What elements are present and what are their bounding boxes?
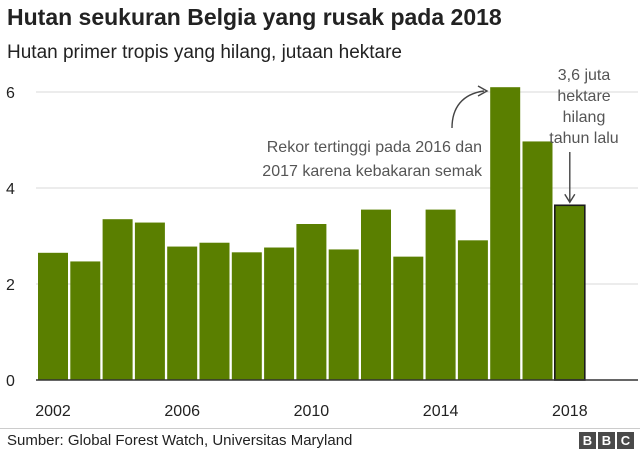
bar-2004 [102,219,133,380]
x-tick-label: 2018 [552,403,588,420]
x-tick-label: 2014 [423,403,459,420]
annotation-2018-text: 3,6 juta [558,67,611,84]
x-tick-label: 2010 [294,403,330,420]
annotation-2016-text: 2017 karena kebakaran semak [262,163,483,180]
bar-2016 [490,87,521,380]
bar-2008 [231,252,262,380]
annotation-2018-text: tahun lalu [549,130,618,147]
annotation-2018-text: hektare [557,88,610,105]
bar-2017 [522,141,553,380]
bar-2012 [361,209,391,380]
bar-2003 [70,261,101,380]
bar-2009 [264,247,295,380]
bar-2013 [393,256,424,380]
y-tick-label: 0 [6,373,15,390]
bbc-logo-letter: C [617,432,634,449]
footer-divider [0,428,640,429]
x-tick-label: 2006 [164,403,200,420]
bbc-logo: B B C [579,432,634,449]
x-tick-label: 2002 [35,403,71,420]
bar-2002 [38,252,68,380]
bar-2015 [457,240,488,380]
annotation-2016-arrow [451,90,485,129]
bar-2005 [134,222,165,380]
annotation-2018-arrowhead [564,193,576,204]
chart-title: Hutan seukuran Belgia yang rusak pada 20… [7,4,502,30]
bar-2006 [167,246,198,380]
bar-2007 [199,242,230,380]
bar-2014 [425,209,456,380]
bar-chart: 0 2 4 6 2002 2006 2010 2014 2018 Rekor tertinggi … [6,67,638,420]
chart-subtitle: Hutan primer tropis yang hilang, jutaan … [7,42,403,63]
annotation-2016-arrowhead [477,85,489,97]
y-tick-label: 4 [6,181,15,198]
bbc-logo-letter: B [579,432,596,449]
y-tick-label: 2 [6,277,15,294]
annotation-2016-text: Rekor tertinggi pada 2016 dan [267,139,482,156]
bar-2018 [553,204,586,381]
bar-2010 [296,224,327,380]
y-tick-label: 6 [6,85,15,102]
bbc-logo-letter: B [598,432,615,449]
annotation-2018-text: hilang [563,109,606,126]
bar-2011 [328,249,359,380]
source-text: Sumber: Global Forest Watch, Universitas… [7,432,353,449]
